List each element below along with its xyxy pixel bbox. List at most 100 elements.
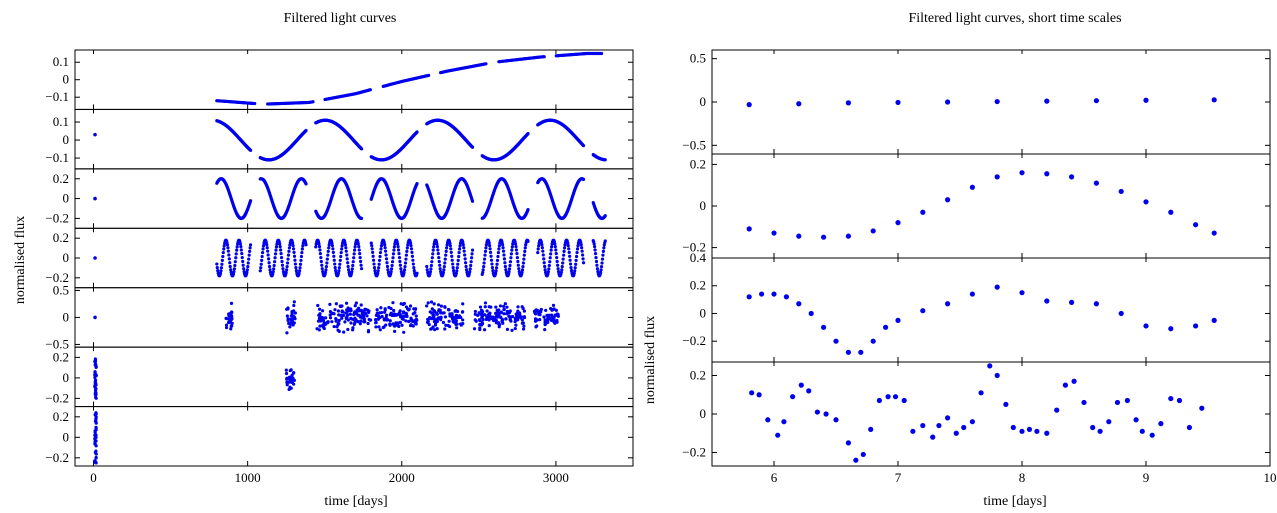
left-data-point bbox=[353, 304, 357, 308]
left-data-point bbox=[382, 318, 386, 322]
left-data-point bbox=[478, 327, 482, 332]
right-data-point bbox=[759, 291, 765, 297]
left-data-point bbox=[425, 268, 429, 272]
left-data-point bbox=[225, 316, 229, 321]
left-data-point bbox=[432, 302, 436, 306]
right-chart-title: Filtered light curves, short time scales bbox=[908, 11, 1121, 26]
left-data-point bbox=[405, 249, 409, 253]
right-data-point bbox=[771, 230, 777, 236]
left-data-point bbox=[448, 244, 452, 248]
left-data-point bbox=[344, 246, 348, 250]
right-panel-frame bbox=[711, 49, 1271, 155]
left-data-point bbox=[496, 254, 500, 259]
left-data-point bbox=[398, 259, 402, 264]
left-data-point bbox=[360, 311, 364, 315]
right-data-point bbox=[1158, 421, 1164, 427]
right-data-point bbox=[945, 99, 951, 105]
left-data-point bbox=[457, 254, 461, 259]
left-y-tick-label: 0 bbox=[63, 250, 70, 265]
left-data-point bbox=[580, 246, 584, 250]
left-data-point bbox=[232, 267, 236, 271]
right-panel-2: 0.2 0 −0.2 bbox=[682, 153, 1271, 259]
left-data-point bbox=[516, 318, 520, 322]
right-x-tick-label: 8 bbox=[1019, 470, 1026, 485]
left-data-point bbox=[520, 318, 524, 322]
right-y-tick-label: 0.4 bbox=[690, 250, 707, 265]
left-data-point bbox=[374, 325, 378, 329]
left-data-point bbox=[278, 245, 282, 249]
right-y-tick-label: 0 bbox=[700, 198, 707, 213]
left-data-point bbox=[547, 267, 551, 271]
right-panel-frame bbox=[711, 257, 1271, 363]
left-data-point bbox=[522, 324, 526, 328]
left-data-point bbox=[390, 260, 395, 264]
left-data-point bbox=[442, 268, 446, 272]
left-data-point bbox=[344, 249, 348, 253]
left-data-point bbox=[581, 261, 586, 265]
left-data-point bbox=[285, 331, 289, 335]
left-data-point bbox=[94, 456, 98, 460]
left-data-point bbox=[359, 263, 363, 267]
left-data-point bbox=[445, 246, 449, 250]
left-data-point bbox=[248, 249, 252, 253]
left-data-point bbox=[229, 327, 233, 331]
left-data-point bbox=[229, 312, 233, 316]
right-data-point bbox=[833, 338, 839, 344]
right-data-point bbox=[1106, 419, 1112, 425]
left-data-point bbox=[221, 250, 225, 255]
left-data-point bbox=[437, 255, 441, 260]
left-data-point bbox=[359, 216, 364, 220]
left-data-point bbox=[336, 271, 341, 275]
left-data-point bbox=[599, 51, 604, 56]
left-data-point bbox=[455, 269, 459, 273]
left-data-point bbox=[450, 254, 454, 258]
left-data-point bbox=[549, 318, 553, 322]
left-data-point bbox=[601, 249, 606, 253]
left-data-point bbox=[542, 55, 546, 59]
right-data-point bbox=[845, 100, 852, 106]
left-data-point bbox=[526, 239, 530, 243]
right-data-point bbox=[1211, 230, 1217, 236]
left-data-point bbox=[507, 270, 511, 274]
left-panel-frame bbox=[74, 346, 634, 408]
left-data-point bbox=[366, 321, 370, 326]
left-data-point bbox=[379, 311, 384, 315]
left-data-point bbox=[549, 252, 553, 256]
left-data-point bbox=[453, 320, 458, 324]
left-data-point bbox=[556, 312, 560, 317]
left-data-point bbox=[300, 250, 304, 255]
left-data-point bbox=[366, 308, 370, 312]
right-data-point bbox=[969, 184, 976, 190]
right-data-point bbox=[775, 432, 781, 438]
left-data-point bbox=[320, 263, 324, 267]
left-data-point bbox=[384, 313, 389, 317]
left-data-point bbox=[428, 316, 432, 320]
right-y-tick-label: 0 bbox=[700, 94, 707, 109]
left-data-point bbox=[319, 319, 323, 323]
right-data-point bbox=[961, 424, 967, 431]
left-data-point bbox=[94, 416, 98, 421]
left-data-point bbox=[338, 262, 342, 266]
left-data-point bbox=[405, 246, 409, 250]
left-data-point bbox=[321, 316, 325, 320]
left-data-point bbox=[350, 270, 354, 274]
left-data-point bbox=[222, 247, 226, 251]
left-data-point bbox=[279, 248, 283, 252]
left-data-point bbox=[222, 244, 226, 248]
right-data-point bbox=[945, 415, 951, 421]
left-data-point bbox=[568, 258, 572, 262]
left-data-point bbox=[345, 308, 349, 312]
left-data-point bbox=[385, 318, 389, 322]
right-data-point bbox=[901, 397, 907, 404]
left-data-point bbox=[292, 254, 297, 258]
left-data-point bbox=[534, 325, 538, 329]
left-data-point bbox=[341, 310, 345, 314]
left-data-point bbox=[291, 244, 295, 248]
left-data-point bbox=[365, 314, 369, 318]
left-data-point bbox=[431, 252, 435, 256]
left-data-point bbox=[521, 327, 526, 331]
left-data-point bbox=[241, 263, 245, 267]
right-data-point bbox=[858, 349, 864, 355]
left-data-point bbox=[390, 263, 394, 268]
left-data-point bbox=[359, 308, 363, 312]
